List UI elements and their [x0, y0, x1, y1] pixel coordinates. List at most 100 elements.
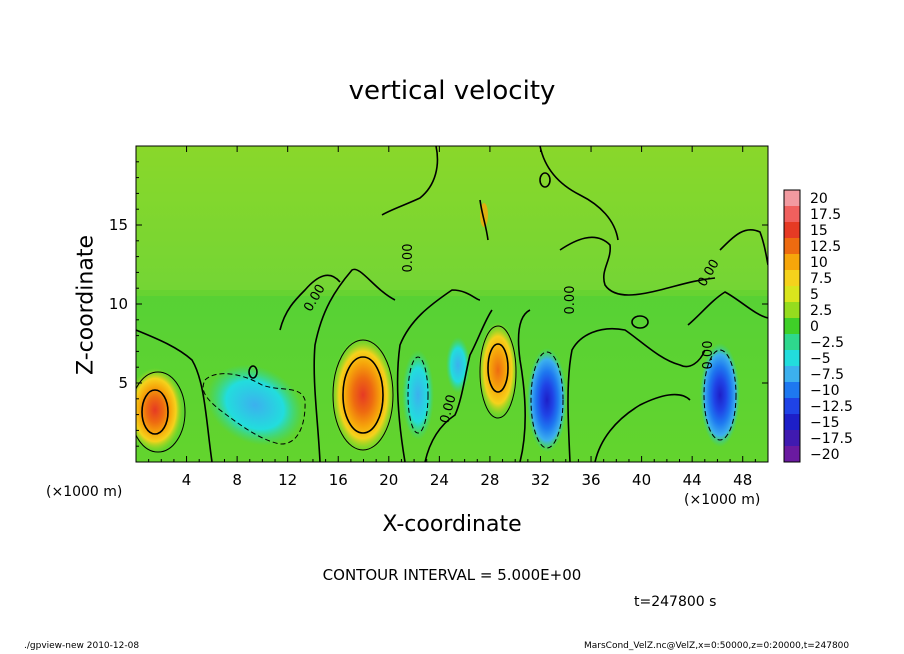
x-axis-unit: (×1000 m) [684, 492, 761, 508]
contour-zero-loop-1 [539, 172, 551, 188]
colorbar-label: 7.5 [810, 271, 832, 287]
contour-zero-2 [313, 268, 396, 462]
colorbar-label: −12.5 [810, 399, 853, 415]
colorbar-label: −7.5 [810, 367, 844, 383]
downdraft-x46 [700, 343, 740, 447]
contour-zero-1 [136, 329, 213, 462]
colorbar-swatch [784, 446, 800, 463]
colorbar-label: 0 [810, 319, 819, 335]
colorbar-frame [783, 189, 801, 463]
colorbar-label: 2.5 [810, 303, 832, 319]
colorbar-label: 5 [810, 287, 819, 303]
chart-title: vertical velocity [348, 76, 556, 106]
contour-label: 0.00 [701, 341, 716, 370]
colorbar-label: −20 [810, 447, 840, 463]
colorbar-swatch [784, 206, 800, 223]
contour-zero-10 [381, 146, 439, 216]
colorbar-label: −2.5 [810, 335, 844, 351]
colorbar-swatch [784, 414, 800, 431]
x-tick-label: 28 [480, 471, 499, 489]
contour-updraft-x2-inner [141, 389, 169, 435]
updraft-x18 [331, 337, 395, 453]
colorbar-swatch [784, 254, 800, 271]
colorbar-label: 15 [810, 223, 828, 239]
contour-zero-5 [517, 309, 531, 462]
contour-updraft-x2-outer [136, 371, 186, 453]
contour-label: 0.00 [438, 393, 460, 425]
x-axis: 4 8 12 16 20 24 28 32 36 40 44 48 [148, 146, 756, 489]
contour-zero-7 [594, 393, 691, 462]
downdraft-x22 [402, 350, 434, 440]
x-tick-label: 24 [430, 471, 449, 489]
contour-updraft-x29-inner [487, 343, 509, 393]
contour-updraft-x18-outer [332, 339, 394, 451]
contour-zero-6 [567, 327, 706, 462]
colorbar-label: 12.5 [810, 239, 841, 255]
contour-labels: 0.000.000.000.000.000.00 [301, 244, 722, 425]
colorbar-swatch [784, 430, 800, 447]
contour-label: 0.00 [563, 286, 578, 315]
y-axis-unit: (×1000 m) [46, 484, 123, 500]
contour-zero-11 [279, 274, 341, 331]
x-tick-label: 12 [278, 471, 297, 489]
x-tick-label: 40 [632, 471, 651, 489]
x-tick-label: 8 [232, 471, 242, 489]
contour-downdraft-x9 [202, 373, 306, 445]
colorbar-swatch [784, 382, 800, 399]
colorbar-label: −15 [810, 415, 840, 431]
upper-field-tint [136, 146, 768, 296]
colorbar-label: −5 [810, 351, 831, 367]
colorbar-label: 10 [810, 255, 828, 271]
y-axis-label: Z-coordinate [73, 235, 99, 375]
x-axis-label: X-coordinate [382, 512, 522, 537]
colorbar-swatch [784, 302, 800, 319]
contour-zero-loop-3 [631, 315, 649, 329]
contour-zero-loop-2 [248, 365, 258, 379]
contour-label: 0.00 [401, 244, 416, 273]
contour-downdraft-x22 [407, 356, 429, 434]
contour-zero-13 [719, 228, 768, 266]
downdraft-x25 [446, 337, 470, 393]
y-tick-label: 10 [109, 295, 128, 313]
contour-zero-4 [424, 309, 493, 462]
y-axis: 5 10 15 [109, 161, 768, 447]
contour-updraft-x29-outer [479, 325, 517, 419]
colorbar-swatch [784, 366, 800, 383]
colorbar-label: 17.5 [810, 207, 841, 223]
colorbar-swatch [784, 270, 800, 287]
contour-downdraft-x33 [530, 351, 564, 449]
colorbar-swatch [784, 238, 800, 255]
x-tick-label: 20 [379, 471, 398, 489]
colorbar-swatch [784, 286, 800, 303]
contour-zero-3 [396, 289, 481, 462]
updraft-x29 [478, 322, 518, 418]
contour-lines [136, 146, 768, 462]
colorbar-label: 20 [810, 191, 828, 207]
colorbar-swatch [784, 398, 800, 415]
contour-zero-9 [539, 146, 619, 241]
contour-zero-14 [479, 199, 489, 241]
x-tick-label: 36 [581, 471, 600, 489]
x-tick-label: 48 [733, 471, 752, 489]
time-stamp: t=247800 s [634, 594, 717, 610]
negative-contours [202, 349, 737, 449]
x-tick-label: 44 [683, 471, 702, 489]
x-tick-label: 16 [329, 471, 348, 489]
y-tick-label: 5 [118, 374, 128, 392]
colorbar-label: −17.5 [810, 431, 853, 447]
colorbar-swatch [784, 334, 800, 351]
colorbar-label: −10 [810, 383, 840, 399]
velocity-field: 0.000.000.000.000.000.00 [136, 146, 768, 462]
contour-zero-12 [687, 291, 768, 326]
downdraft-x33 [527, 348, 567, 452]
contour-downdraft-x46 [703, 349, 737, 441]
colorbar-swatch [784, 318, 800, 335]
y-tick-label: 15 [109, 216, 128, 234]
contour-zero-8 [559, 236, 716, 296]
x-tick-label: 32 [531, 471, 550, 489]
footer-right: MarsCond_VelZ.nc@VelZ,x=0:50000,z=0:2000… [584, 641, 850, 651]
footer-left: ./gpview-new 2010-12-08 [24, 641, 140, 651]
x-tick-label: 4 [182, 471, 192, 489]
contour-interval: CONTOUR INTERVAL = 5.000E+00 [322, 566, 582, 584]
